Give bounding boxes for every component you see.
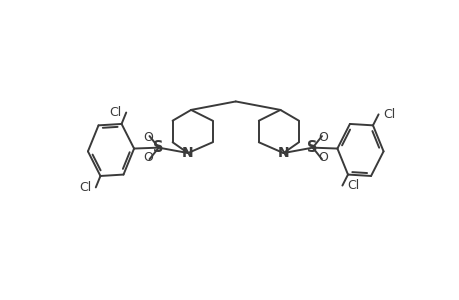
Text: O: O <box>143 151 152 164</box>
Text: Cl: Cl <box>79 181 91 194</box>
Text: Cl: Cl <box>346 179 358 192</box>
Text: Cl: Cl <box>109 106 121 119</box>
Text: N: N <box>182 146 193 160</box>
Text: S: S <box>153 140 164 155</box>
Text: O: O <box>318 131 328 144</box>
Text: O: O <box>143 131 152 144</box>
Text: Cl: Cl <box>382 108 395 121</box>
Text: S: S <box>307 140 317 155</box>
Text: O: O <box>318 151 328 164</box>
Text: N: N <box>277 146 289 160</box>
